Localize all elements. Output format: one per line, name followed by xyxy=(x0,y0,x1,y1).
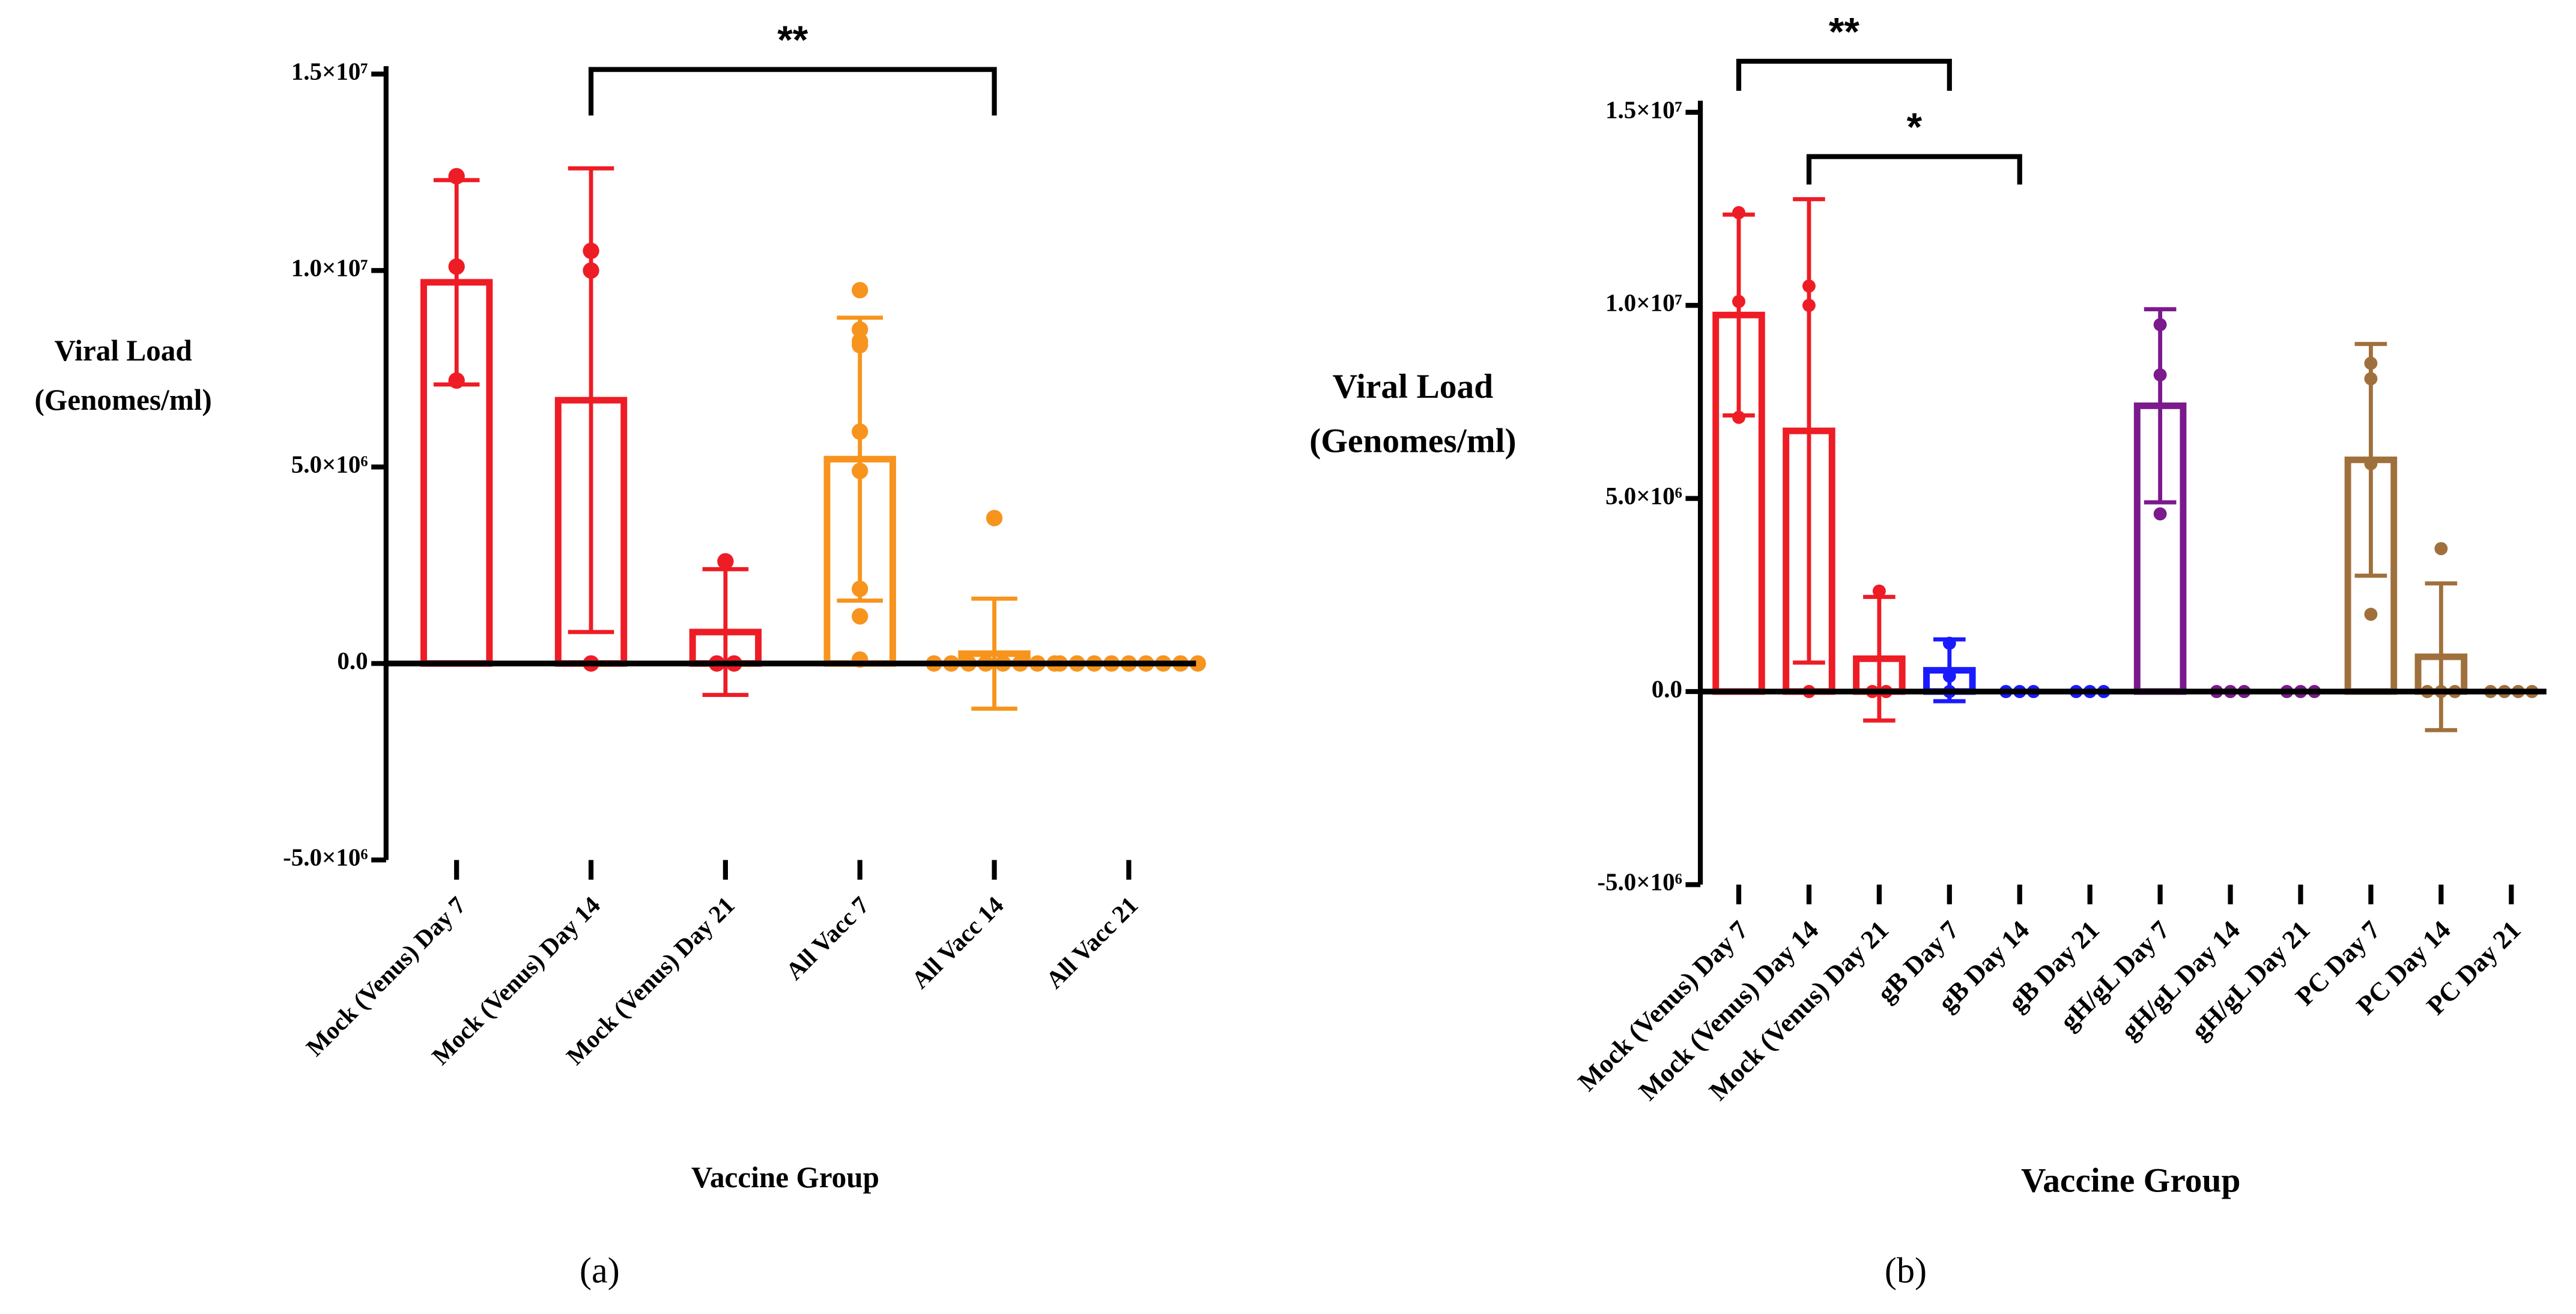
error-bar xyxy=(2144,307,2177,505)
error-bar xyxy=(2425,581,2458,732)
y-tick-label: 1.5×10⁷ xyxy=(1605,96,1682,123)
y-tick-label: 1.5×10⁷ xyxy=(291,58,368,85)
data-point xyxy=(2364,356,2378,370)
data-point xyxy=(852,321,868,338)
data-point xyxy=(852,608,868,625)
x-axis-title: Vaccine Group xyxy=(691,1161,879,1194)
data-point xyxy=(448,372,465,389)
data-point xyxy=(1942,669,1956,683)
significance-bracket xyxy=(1736,58,1952,91)
y-tick-label: -5.0×10⁶ xyxy=(1597,868,1682,896)
significance-bracket xyxy=(1806,154,2022,185)
data-point xyxy=(2364,607,2378,621)
panel-caption: (a) xyxy=(580,1250,620,1291)
data-point xyxy=(583,262,599,279)
error-bar xyxy=(1793,197,1825,665)
significance-label: ** xyxy=(777,18,808,62)
data-point xyxy=(2364,372,2378,386)
data-point xyxy=(2153,318,2167,332)
data-point xyxy=(717,553,734,570)
x-tick-label: All Vacc 14 xyxy=(906,891,1008,994)
data-point xyxy=(986,509,1003,526)
data-point xyxy=(1732,294,1745,308)
data-point xyxy=(448,258,465,275)
y-tick-label: 0.0 xyxy=(337,647,368,675)
data-point xyxy=(852,463,868,479)
data-point xyxy=(583,242,599,260)
panel-caption: (b) xyxy=(1885,1250,1927,1291)
data-point xyxy=(852,423,868,440)
data-point xyxy=(1189,655,1206,672)
y-tick-label: 5.0×10⁶ xyxy=(291,451,368,478)
x-tick-label: All Vacc 21 xyxy=(1040,891,1143,994)
data-point xyxy=(1872,584,1886,598)
significance-label: ** xyxy=(1829,10,1860,54)
y-tick-label: 1.0×10⁷ xyxy=(291,254,368,282)
data-point xyxy=(852,580,868,597)
x-axis-title: Vaccine Group xyxy=(2021,1161,2240,1199)
data-point xyxy=(1732,206,1745,219)
data-point xyxy=(2434,542,2448,556)
data-point xyxy=(852,282,868,299)
data-point xyxy=(1802,279,1816,293)
y-tick-label: 5.0×10⁶ xyxy=(1605,482,1682,509)
significance-label: * xyxy=(1907,105,1923,149)
y-axis-title: Viral Load xyxy=(1333,368,1494,406)
x-tick-label: All Vacc 7 xyxy=(780,891,874,985)
data-point xyxy=(852,336,868,354)
data-point xyxy=(2153,507,2167,521)
y-axis-title: Viral Load xyxy=(55,334,192,367)
error-bar xyxy=(837,315,883,603)
data-point xyxy=(1802,299,1816,312)
data-point xyxy=(2153,368,2167,382)
significance-bracket xyxy=(588,67,997,116)
data-point xyxy=(448,168,465,184)
y-axis-title: (Genomes/ml) xyxy=(35,383,212,416)
y-tick-label: -5.0×10⁶ xyxy=(283,844,368,871)
data-point xyxy=(1942,636,1956,650)
y-axis-title: (Genomes/ml) xyxy=(1309,422,1517,460)
y-tick-label: 0.0 xyxy=(1652,675,1682,702)
error-bar xyxy=(971,596,1017,711)
data-point xyxy=(2364,457,2378,470)
data-point xyxy=(1732,410,1745,424)
y-tick-label: 1.0×10⁷ xyxy=(1605,289,1682,317)
